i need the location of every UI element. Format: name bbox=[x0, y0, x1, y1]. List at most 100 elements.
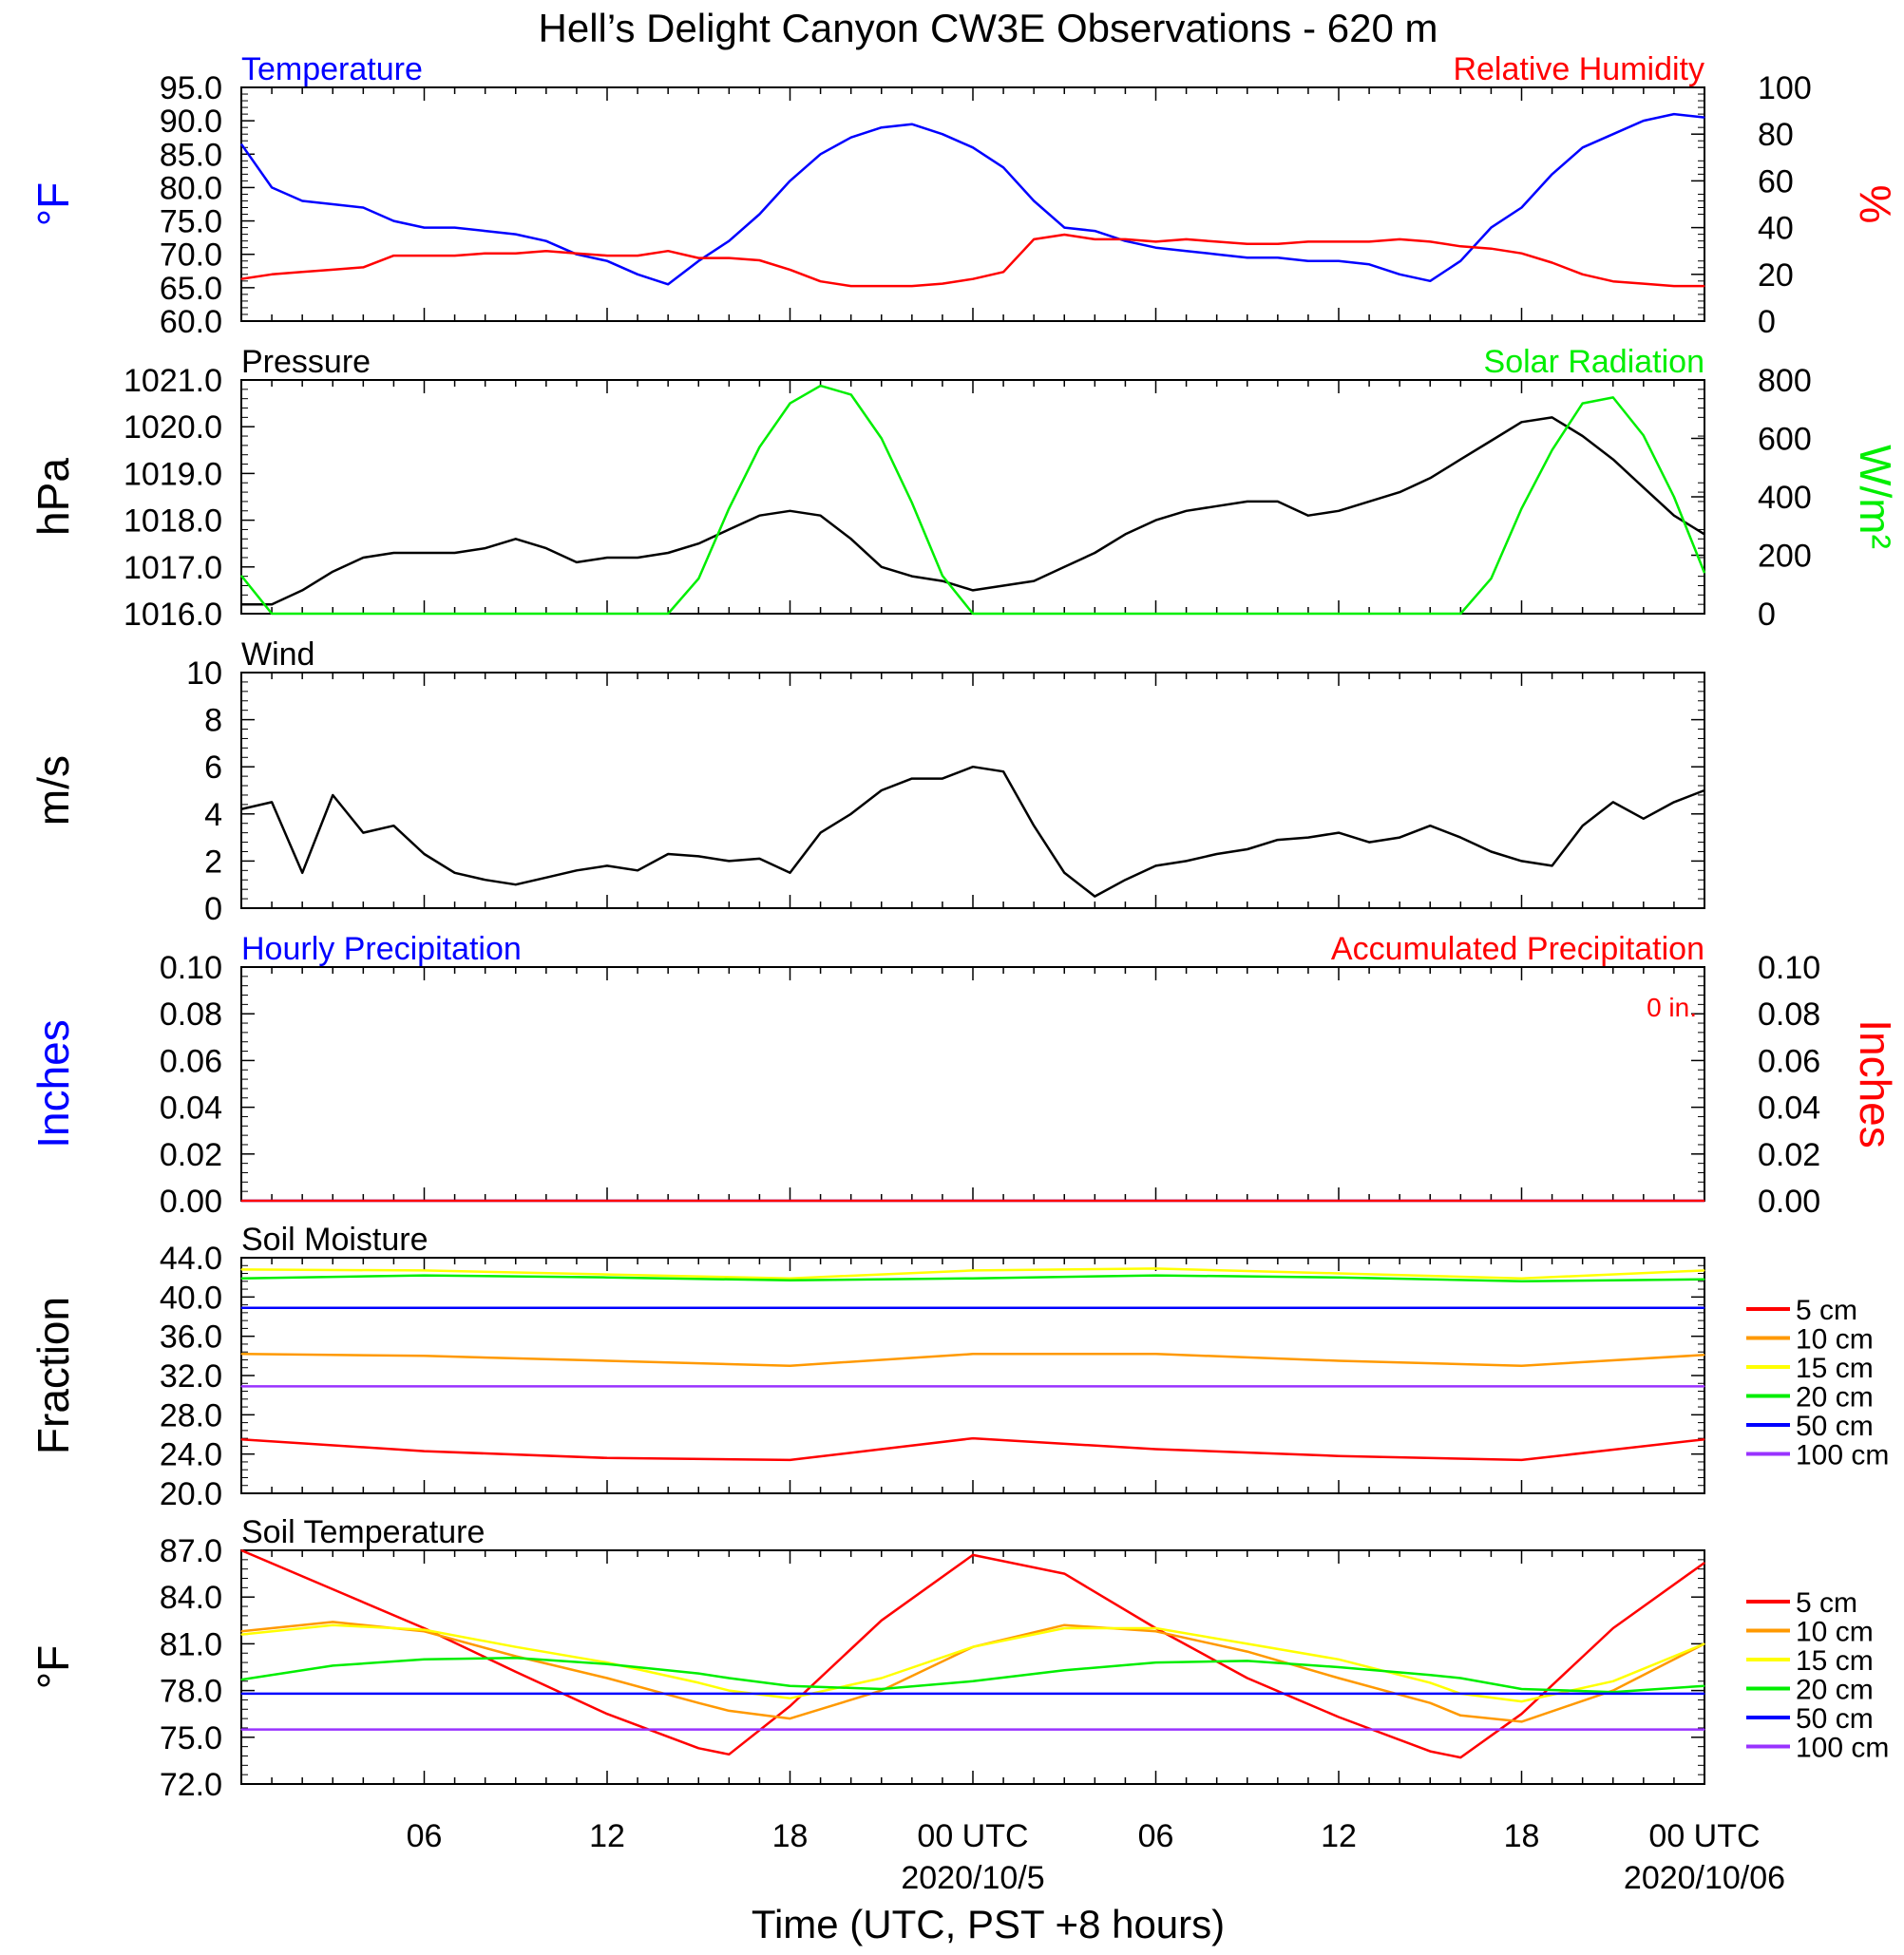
y-tick-label-right: 800 bbox=[1758, 363, 1812, 399]
y-tick-label-right: 0 bbox=[1758, 304, 1776, 340]
data-point bbox=[881, 1688, 883, 1690]
data-point bbox=[1307, 260, 1309, 262]
y-tick-label-left: 0.10 bbox=[160, 950, 222, 986]
data-point bbox=[911, 778, 913, 780]
data-point bbox=[1338, 1272, 1340, 1275]
legend-label: 50 cm bbox=[1796, 1703, 1874, 1735]
data-point bbox=[728, 1754, 730, 1756]
data-point bbox=[1063, 613, 1065, 615]
y-tick-label-left: 75.0 bbox=[160, 204, 222, 240]
data-point bbox=[1459, 1677, 1461, 1680]
data-point bbox=[1154, 1693, 1157, 1695]
legend-label: 5 cm bbox=[1796, 1295, 1857, 1326]
data-point bbox=[667, 250, 669, 252]
y-tick-label-right: 0.08 bbox=[1758, 996, 1820, 1033]
panel-title-right: Solar Radiation bbox=[1484, 344, 1704, 380]
y-axis-label-left: hPa bbox=[29, 458, 78, 536]
data-point bbox=[1307, 240, 1309, 242]
panel-title-left: Pressure bbox=[241, 344, 371, 380]
y-tick-label-right: 0 bbox=[1758, 597, 1776, 633]
series-line-5cm bbox=[240, 1548, 1705, 1759]
y-tick-label-left: 95.0 bbox=[160, 70, 222, 106]
data-point bbox=[362, 557, 364, 559]
y-tick-label-left: 1017.0 bbox=[124, 550, 222, 586]
data-point bbox=[1063, 1729, 1065, 1731]
panel-1: 60.065.070.075.080.085.090.095.0 0 20 40 60 8… bbox=[29, 51, 1900, 340]
data-point bbox=[362, 832, 364, 834]
plot-frame bbox=[240, 966, 1705, 1202]
x-tick-label: 18 bbox=[1504, 1818, 1540, 1854]
data-point bbox=[1429, 477, 1431, 479]
y-tick-label-left: 1018.0 bbox=[124, 503, 222, 540]
legend-label: 20 cm bbox=[1796, 1675, 1874, 1706]
y-tick-label-right: 100 bbox=[1758, 70, 1812, 106]
y-axis-label-left: m/s bbox=[29, 755, 78, 826]
y-tick-label-left: 75.0 bbox=[160, 1720, 222, 1756]
data-point bbox=[1459, 1715, 1461, 1717]
plot-frame bbox=[240, 86, 1705, 322]
data-point bbox=[1399, 837, 1400, 839]
data-point bbox=[1154, 1385, 1157, 1387]
y-tick-label-right: 200 bbox=[1758, 539, 1812, 575]
data-point bbox=[423, 1451, 426, 1452]
x-tick-label: 06 bbox=[1138, 1818, 1174, 1854]
y-tick-label-left: 32.0 bbox=[160, 1358, 222, 1395]
data-point bbox=[1338, 240, 1340, 242]
data-point bbox=[697, 1747, 699, 1749]
data-point bbox=[850, 137, 852, 139]
data-point bbox=[911, 285, 913, 287]
data-point bbox=[1002, 613, 1004, 615]
data-point bbox=[1063, 1693, 1065, 1695]
data-point bbox=[515, 1655, 517, 1658]
data-point bbox=[423, 1275, 426, 1277]
y-tick-label-left: 65.0 bbox=[160, 271, 222, 307]
data-point bbox=[1307, 837, 1309, 839]
data-point bbox=[1429, 613, 1431, 615]
data-point bbox=[1154, 1630, 1157, 1632]
legend-label: 50 cm bbox=[1796, 1411, 1874, 1442]
y-tick-label-left: 80.0 bbox=[160, 170, 222, 206]
series-line-black bbox=[240, 765, 1705, 898]
data-point bbox=[485, 879, 486, 881]
data-point bbox=[606, 1277, 608, 1279]
data-point bbox=[515, 883, 517, 885]
data-point bbox=[1612, 1691, 1614, 1693]
data-point bbox=[1033, 238, 1035, 240]
data-point bbox=[850, 538, 852, 540]
data-point bbox=[1673, 496, 1675, 498]
series-line-15cm bbox=[240, 1623, 1705, 1703]
data-point bbox=[1520, 206, 1523, 209]
data-point bbox=[820, 515, 822, 517]
data-point bbox=[423, 1355, 426, 1357]
data-point bbox=[1002, 770, 1004, 772]
data-point bbox=[1612, 1729, 1614, 1731]
data-point bbox=[758, 446, 761, 448]
data-point bbox=[454, 227, 456, 229]
data-point bbox=[545, 613, 547, 615]
data-point bbox=[1429, 1729, 1431, 1731]
data-point bbox=[271, 274, 273, 275]
data-point bbox=[1154, 1307, 1157, 1309]
legend-label: 10 cm bbox=[1796, 1324, 1874, 1356]
y-tick-label-right: 40 bbox=[1758, 211, 1794, 247]
data-point bbox=[1063, 1627, 1065, 1629]
y-tick-label-left: 6 bbox=[204, 750, 222, 786]
x-tick-label: 18 bbox=[772, 1818, 809, 1854]
y-axis-label-left: Fraction bbox=[29, 1297, 78, 1454]
data-point bbox=[697, 257, 699, 259]
data-point bbox=[881, 1677, 883, 1680]
data-point bbox=[1216, 240, 1218, 242]
data-point bbox=[606, 1385, 608, 1387]
x-tick-labels: 06 12 18 00 UTC 2020/10/5 06 12 18 00 UTC 2020/10… bbox=[407, 1818, 1786, 1896]
data-point bbox=[1459, 1693, 1461, 1695]
y-tick-label-right: 20 bbox=[1758, 257, 1794, 294]
series-line-black bbox=[241, 416, 1705, 606]
data-point bbox=[667, 613, 669, 615]
y-tick-label-left: 0.04 bbox=[160, 1091, 222, 1127]
data-point bbox=[1124, 240, 1126, 242]
data-point bbox=[1368, 501, 1370, 503]
y-tick-label-left: 60.0 bbox=[160, 304, 222, 340]
data-point bbox=[1368, 613, 1370, 615]
data-point bbox=[1612, 396, 1614, 398]
